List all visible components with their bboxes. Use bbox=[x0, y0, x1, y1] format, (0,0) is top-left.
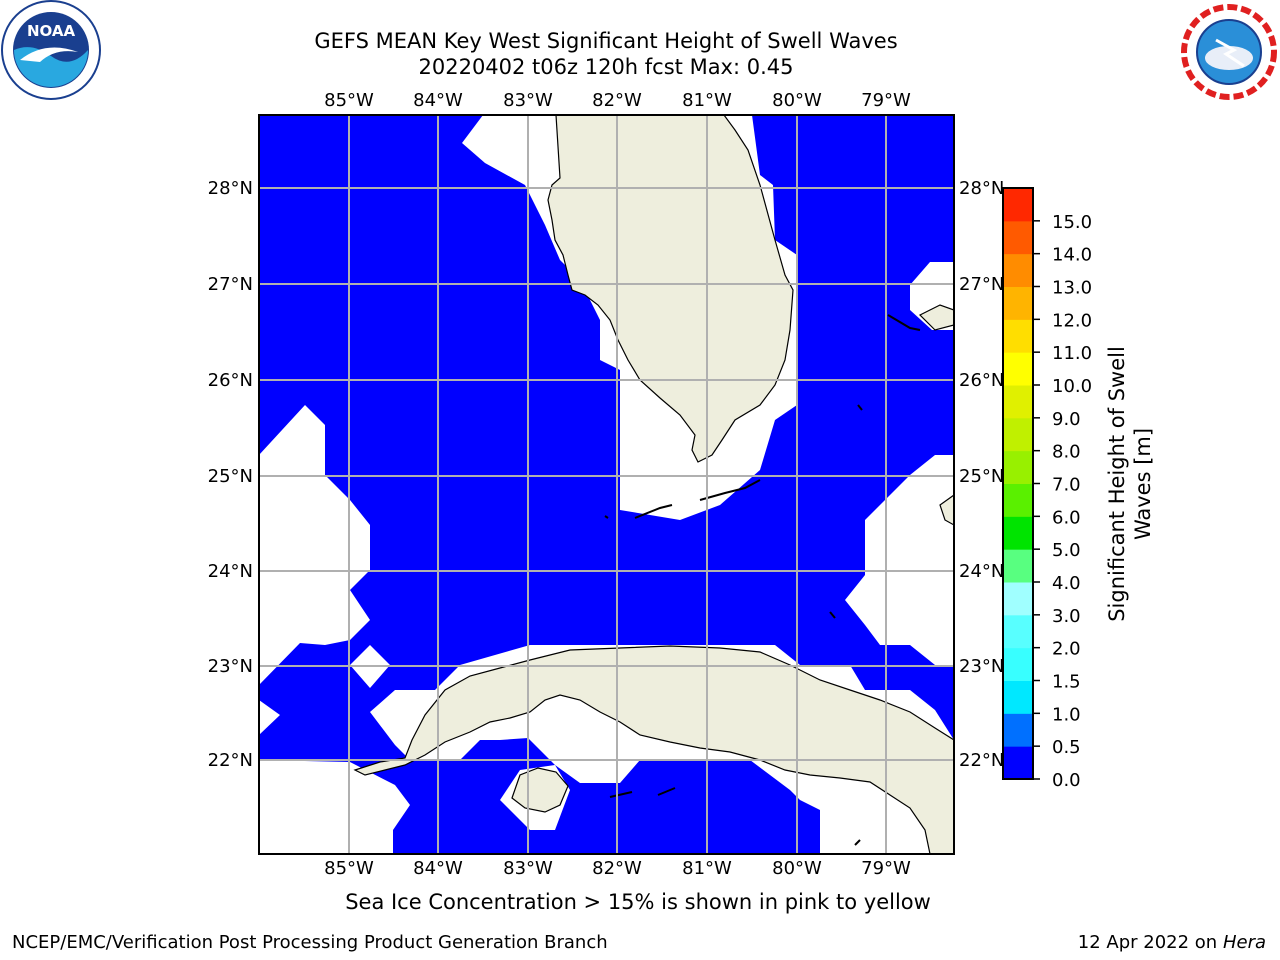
date-text: 12 Apr 2022 on bbox=[1077, 932, 1223, 953]
lon-label: 83°W bbox=[503, 90, 553, 111]
lat-label: 23°N bbox=[959, 656, 1004, 677]
colorbar-segment bbox=[1003, 614, 1033, 649]
land-areas bbox=[353, 115, 954, 854]
lon-label: 80°W bbox=[772, 858, 822, 879]
lat-label: 28°N bbox=[208, 178, 253, 199]
colorbar-tick-label: 0.5 bbox=[1052, 737, 1081, 758]
colorbar-segment bbox=[1003, 746, 1033, 780]
colorbar-tick-label: 11.0 bbox=[1052, 343, 1092, 364]
nws-logo bbox=[1181, 4, 1277, 100]
lon-label: 81°W bbox=[682, 90, 732, 111]
sea-ice-note: Sea Ice Concentration > 15% is shown in … bbox=[345, 890, 931, 914]
lat-label: 23°N bbox=[208, 656, 253, 677]
lat-label: 27°N bbox=[959, 274, 1004, 295]
colorbar-segment bbox=[1003, 516, 1033, 550]
colorbar-segment bbox=[1003, 549, 1033, 583]
small-islands bbox=[604, 314, 921, 846]
colorbar-tick-label: 3.0 bbox=[1052, 606, 1081, 627]
lat-label: 27°N bbox=[208, 274, 253, 295]
lon-label: 84°W bbox=[413, 858, 463, 879]
colorbar-tick-label: 8.0 bbox=[1052, 442, 1081, 463]
colorbar-tick-label: 1.5 bbox=[1052, 672, 1081, 693]
cuba-land bbox=[353, 645, 954, 854]
colorbar-ticks: 0.0 0.5 1.0 1.5 2.0 3.0 4.0 5.0 6.0 7.0 8.0 9.0 10.0… bbox=[1033, 212, 1092, 791]
colorbar-tick-label: 13.0 bbox=[1052, 278, 1092, 299]
lon-label: 80°W bbox=[772, 90, 822, 111]
lat-label: 24°N bbox=[208, 561, 253, 582]
colorbar-tick-label: 15.0 bbox=[1052, 212, 1092, 233]
colorbar-tick-label: 12.0 bbox=[1052, 310, 1092, 331]
lat-label: 26°N bbox=[959, 370, 1004, 391]
chart-subtitle: 20220402 t06z 120h fcst Max: 0.45 bbox=[418, 55, 794, 79]
colorbar-segment bbox=[1003, 286, 1033, 320]
lon-label: 83°W bbox=[503, 858, 553, 879]
isle-of-youth-land bbox=[511, 767, 569, 813]
colorbar-tick-label: 7.0 bbox=[1052, 475, 1081, 496]
bahamas-land bbox=[918, 304, 954, 331]
lat-label: 25°N bbox=[959, 466, 1004, 487]
lon-label: 79°W bbox=[861, 90, 911, 111]
colorbar-segment bbox=[1003, 713, 1033, 747]
colorbar-tick-label: 6.0 bbox=[1052, 507, 1081, 528]
colorbar-segment bbox=[1003, 483, 1033, 517]
graticule bbox=[259, 115, 954, 854]
colorbar-label: Significant Height of Swell Waves [m] bbox=[1105, 346, 1155, 622]
lat-labels-right: 28°N 27°N 26°N 25°N 24°N 23°N 22°N bbox=[959, 178, 1004, 771]
lat-label: 22°N bbox=[208, 750, 253, 771]
colorbar-tick-label: 2.0 bbox=[1052, 639, 1081, 660]
colorbar-tick-label: 1.0 bbox=[1052, 704, 1081, 725]
host-text: Hera bbox=[1222, 932, 1266, 953]
credit-text: NCEP/EMC/Verification Post Processing Pr… bbox=[12, 932, 608, 953]
colorbar-tick-label: 10.0 bbox=[1052, 376, 1092, 397]
lon-labels-bottom: 85°W 84°W 83°W 82°W 81°W 80°W 79°W bbox=[324, 858, 911, 879]
noaa-logo: NOAA bbox=[1, 0, 101, 100]
colorbar-tick-label: 9.0 bbox=[1052, 409, 1081, 430]
lon-label: 81°W bbox=[682, 858, 732, 879]
colorbar-segment bbox=[1003, 385, 1033, 419]
colorbar-segment bbox=[1003, 680, 1033, 714]
lat-label: 24°N bbox=[959, 561, 1004, 582]
date-stamp: 12 Apr 2022 on Hera bbox=[1078, 932, 1266, 953]
colorbar-segment bbox=[1003, 647, 1033, 681]
colorbar-segment bbox=[1003, 450, 1033, 484]
lon-label: 82°W bbox=[592, 90, 642, 111]
lon-label: 85°W bbox=[324, 858, 374, 879]
colorbar-segment bbox=[1003, 417, 1033, 452]
colorbar-tick-label: 0.0 bbox=[1052, 770, 1081, 791]
colorbar-tick-label: 5.0 bbox=[1052, 540, 1081, 561]
colorbar-tick-label: 14.0 bbox=[1052, 245, 1092, 266]
florida-land bbox=[547, 115, 794, 463]
colorbar bbox=[1003, 188, 1033, 780]
lat-label: 26°N bbox=[208, 370, 253, 391]
colorbar-frame bbox=[1002, 187, 1034, 780]
colorbar-segment bbox=[1003, 352, 1033, 386]
map-frame bbox=[258, 114, 955, 855]
colorbar-tick-label: 4.0 bbox=[1052, 573, 1081, 594]
colorbar-label-line1: Significant Height of Swell bbox=[1105, 346, 1129, 622]
lat-label: 25°N bbox=[208, 466, 253, 487]
lon-label: 79°W bbox=[861, 858, 911, 879]
bahamas-land-2 bbox=[939, 494, 954, 526]
colorbar-segment bbox=[1003, 220, 1033, 255]
noaa-logo-text: NOAA bbox=[27, 22, 76, 40]
lat-labels-left: 28°N 27°N 26°N 25°N 24°N 23°N 22°N bbox=[208, 178, 253, 771]
lon-label: 82°W bbox=[592, 858, 642, 879]
colorbar-label-line2: Waves [m] bbox=[1131, 428, 1155, 540]
lon-label: 85°W bbox=[324, 90, 374, 111]
chart-title: GEFS MEAN Key West Significant Height of… bbox=[314, 29, 898, 53]
colorbar-segment bbox=[1003, 188, 1033, 222]
colorbar-segment bbox=[1003, 319, 1033, 353]
colorbar-segment bbox=[1003, 582, 1033, 616]
lon-label: 84°W bbox=[413, 90, 463, 111]
colorbar-segment bbox=[1003, 253, 1033, 287]
lon-labels-top: 85°W 84°W 83°W 82°W 81°W 80°W 79°W bbox=[324, 90, 911, 111]
lat-label: 28°N bbox=[959, 178, 1004, 199]
lat-label: 22°N bbox=[959, 750, 1004, 771]
